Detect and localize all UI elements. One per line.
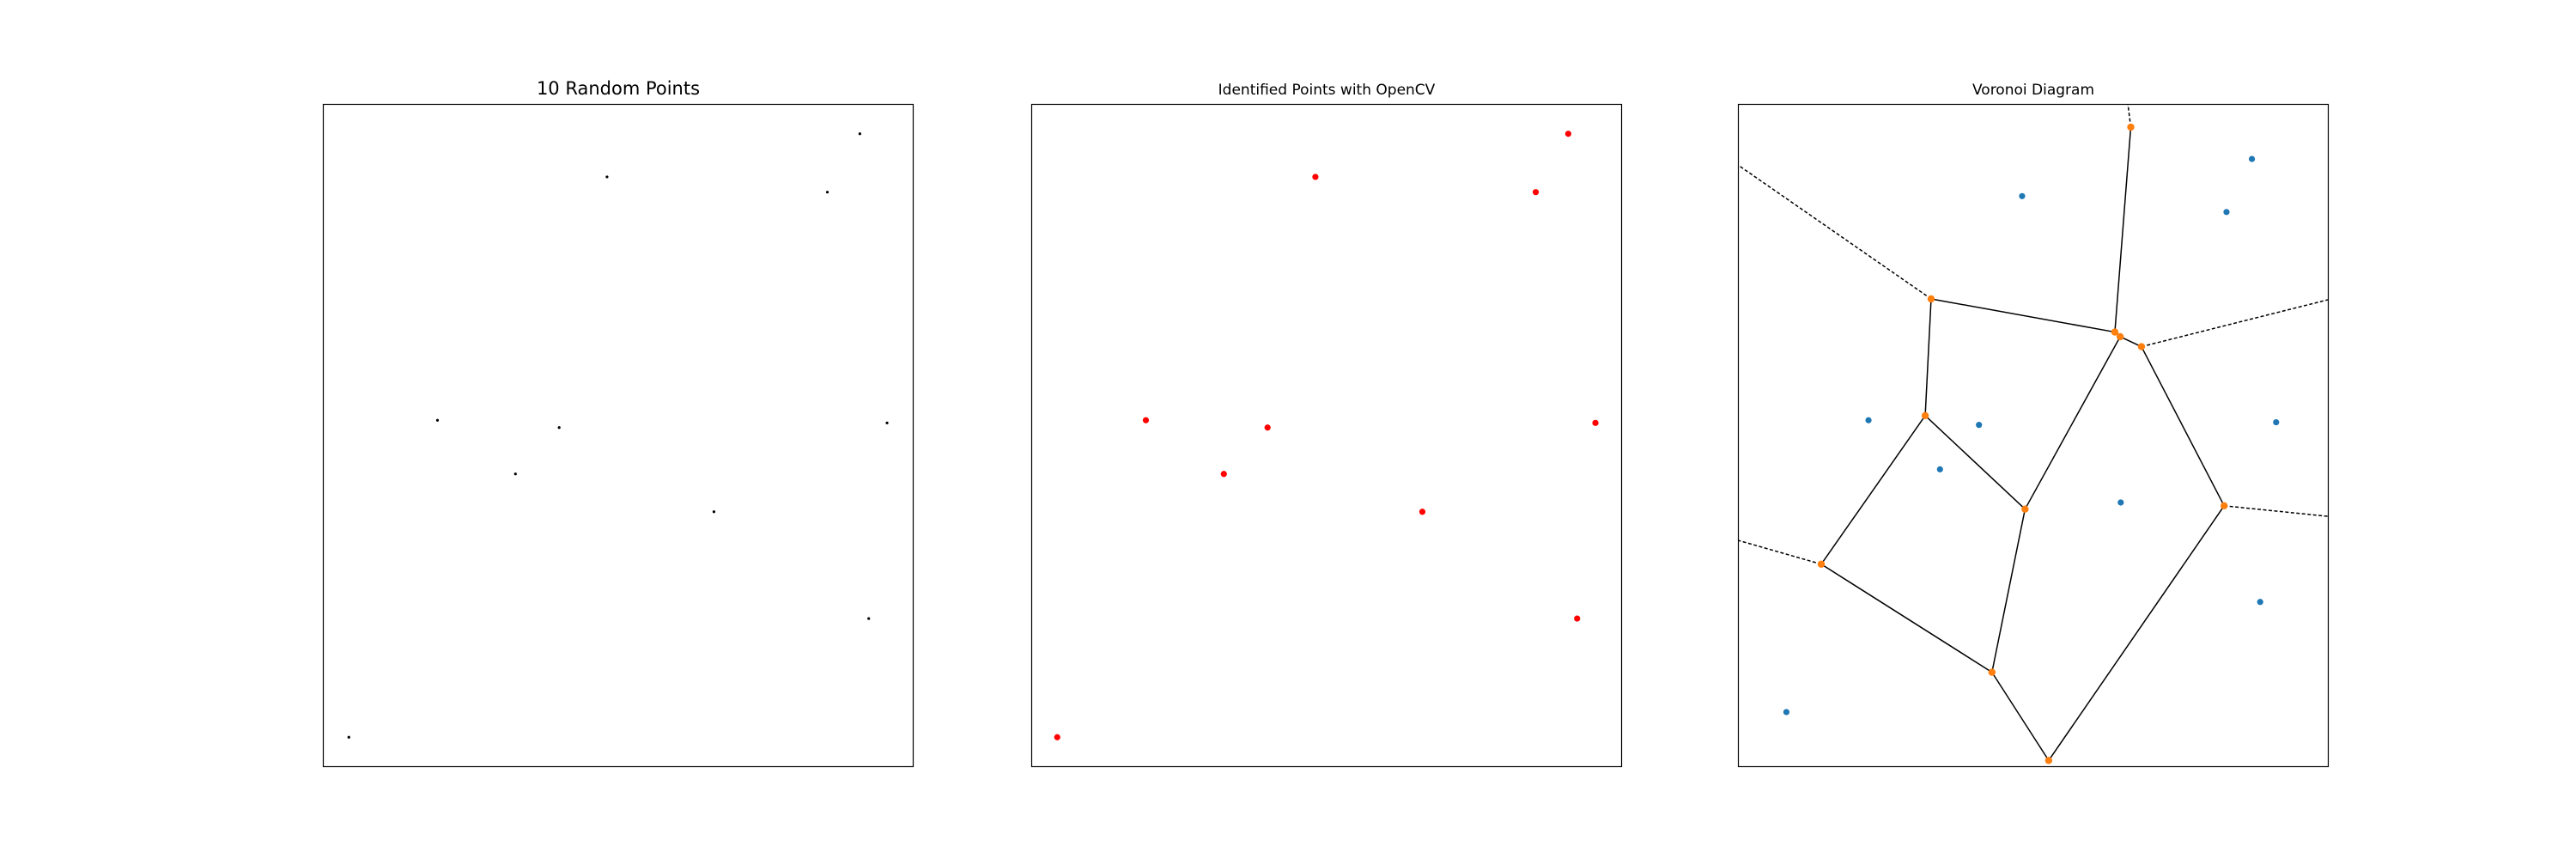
data-point	[605, 175, 609, 179]
voronoi-site	[2223, 209, 2230, 216]
voronoi-edge	[2048, 505, 2225, 761]
data-point	[1592, 419, 1599, 426]
axes-frame	[322, 103, 914, 768]
chart-title: Voronoi Diagram	[1971, 82, 2095, 99]
data-point	[557, 426, 561, 430]
subplot-random-points: 10 Random Points	[322, 78, 914, 768]
voronoi-ridge-dashed	[2141, 299, 2329, 348]
data-point	[712, 510, 716, 514]
subplot-identified-points: Identified Points with OpenCV	[1030, 82, 1623, 768]
voronoi-vertex	[1921, 411, 1929, 420]
voronoi-site	[1865, 417, 1872, 423]
voronoi-vertex	[2111, 328, 2119, 336]
voronoi-edge	[1930, 298, 2116, 333]
voronoi-vertex	[2044, 757, 2053, 765]
voronoi-site	[1783, 709, 1790, 716]
voronoi-edge	[1820, 415, 1926, 565]
data-point	[1532, 189, 1540, 196]
voronoi-site	[1936, 466, 1943, 472]
data-point	[825, 191, 829, 194]
voronoi-ridge-dashed	[2127, 104, 2132, 128]
data-point	[513, 472, 517, 476]
voronoi-site	[2273, 418, 2280, 426]
voronoi-ridge-dashed	[1738, 539, 1822, 565]
voronoi-edge	[2024, 336, 2121, 510]
chart-title: Identified Points with OpenCV	[1218, 82, 1436, 99]
voronoi-vertex	[2021, 505, 2029, 513]
voronoi-site	[1976, 422, 1983, 429]
axes-frame	[1030, 103, 1623, 768]
voronoi-vertex	[1817, 560, 1826, 568]
data-point	[1564, 131, 1571, 137]
voronoi-edge	[1991, 672, 2050, 761]
voronoi-site	[2019, 192, 2026, 199]
voronoi-vertex	[2127, 123, 2135, 131]
voronoi-edge	[1991, 509, 2026, 673]
data-point	[1264, 424, 1271, 431]
data-point	[347, 735, 350, 739]
voronoi-vertex	[2137, 343, 2146, 350]
data-point	[858, 132, 861, 136]
plot-area	[1030, 103, 1623, 768]
voronoi-vertex	[2116, 332, 2124, 341]
voronoi-edge	[1924, 415, 2026, 510]
voronoi-edge	[2119, 336, 2142, 348]
plot-area	[322, 103, 914, 768]
subplot-voronoi: Voronoi Diagram	[1737, 82, 2330, 768]
voronoi-ridge-dashed	[1738, 164, 1932, 300]
data-point	[867, 617, 871, 620]
data-point	[1220, 471, 1227, 478]
voronoi-vertex	[1927, 295, 1935, 303]
plot-area	[1737, 103, 2330, 768]
voronoi-site	[2257, 599, 2263, 606]
voronoi-edge	[1820, 564, 1993, 673]
data-point	[1574, 615, 1581, 622]
data-point	[885, 421, 889, 424]
chart-title: 10 Random Points	[536, 78, 701, 99]
voronoi-ridge-dashed	[2224, 505, 2329, 517]
data-point	[435, 418, 440, 422]
voronoi-edge	[2114, 126, 2132, 332]
axes-frame	[1737, 103, 2330, 768]
data-point	[1054, 734, 1060, 740]
data-point	[1142, 417, 1150, 423]
voronoi-edge	[2141, 346, 2225, 507]
voronoi-site	[2117, 499, 2124, 506]
voronoi-vertex	[1988, 668, 1996, 676]
data-point	[1419, 509, 1426, 515]
voronoi-vertex	[2221, 502, 2228, 510]
voronoi-edge	[1924, 298, 1932, 416]
voronoi-site	[2248, 155, 2256, 162]
data-point	[1312, 174, 1319, 180]
